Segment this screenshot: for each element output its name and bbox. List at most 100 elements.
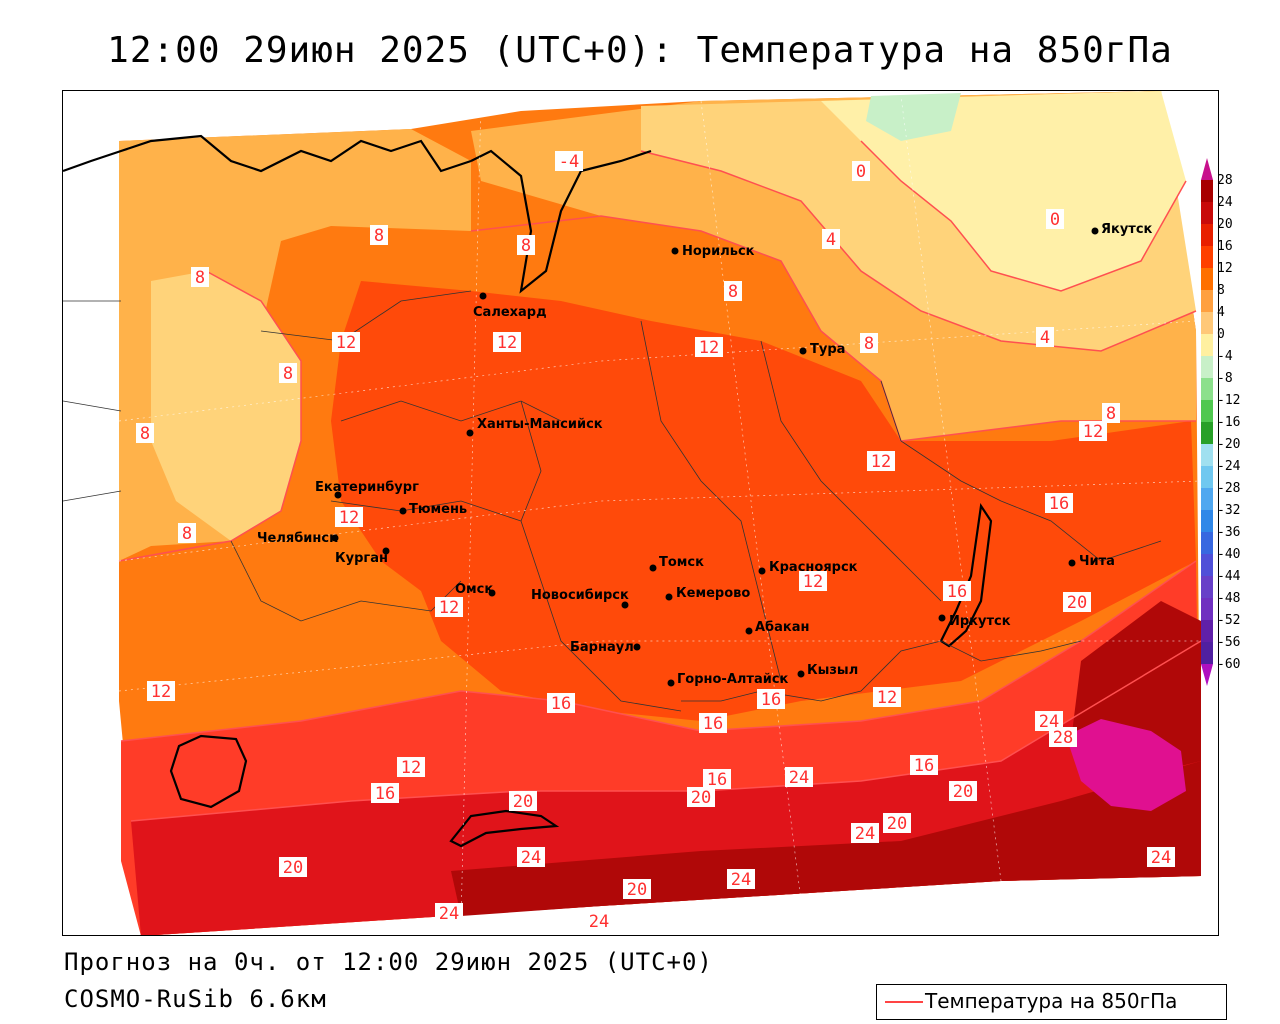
- scale-swatch: [1201, 598, 1213, 620]
- scale-swatch: [1201, 202, 1213, 224]
- city-tomsk: Томск: [649, 555, 704, 572]
- city-label: Ханты-Мансийск: [477, 417, 603, 432]
- contour-label: 20: [687, 787, 715, 808]
- zone-28-plus: [1066, 719, 1186, 811]
- city-label: Красноярск: [769, 560, 858, 575]
- contour-label: 24: [851, 823, 879, 844]
- city-label: Якутск: [1101, 222, 1153, 237]
- city-tura: Тура: [799, 342, 845, 357]
- model-name: COSMO-RuSib 6.6км: [64, 985, 327, 1013]
- scale-tick-label: -60: [1217, 657, 1240, 672]
- scale-tick-label: -36: [1217, 525, 1240, 540]
- scale-bottom-arrow: [1201, 664, 1213, 686]
- city-kurgan: Курган: [335, 547, 390, 566]
- contour-label: 12: [493, 332, 521, 353]
- coastlines: [63, 134, 993, 848]
- svg-text:8: 8: [521, 236, 531, 256]
- temperature-map: Норильск Салехард Тура Якутск Ханты-Манс…: [62, 90, 1219, 936]
- city-barnaul: Барнаул: [570, 640, 641, 655]
- scale-tick-label: 28: [1217, 173, 1233, 188]
- svg-text:4: 4: [1040, 328, 1050, 348]
- contour-label: 24: [517, 847, 545, 868]
- svg-text:16: 16: [1049, 494, 1069, 514]
- contour-label: 16: [703, 769, 731, 790]
- contour-label: 12: [695, 337, 723, 358]
- contour-label: 0: [1046, 209, 1064, 230]
- scale-tick-label: -52: [1217, 613, 1240, 628]
- city-label: Кемерово: [676, 586, 750, 601]
- contour-label: 12: [799, 571, 827, 592]
- scale-swatch: [1201, 532, 1213, 554]
- scale-swatch: [1201, 488, 1213, 510]
- svg-text:20: 20: [283, 858, 303, 878]
- zone-minus4-green: [866, 93, 961, 141]
- contour-label: -4: [555, 151, 583, 172]
- svg-text:24: 24: [439, 904, 459, 924]
- city-chelyabinsk: Челябинск: [257, 531, 339, 546]
- contour-label: 12: [867, 451, 895, 472]
- scale-swatch: [1201, 356, 1213, 378]
- svg-text:20: 20: [691, 788, 711, 808]
- svg-text:8: 8: [728, 282, 738, 302]
- city-norilsk: Норильск: [671, 244, 755, 259]
- svg-text:16: 16: [703, 714, 723, 734]
- contour-label: 8: [860, 333, 878, 354]
- scale-tick-label: 4: [1217, 305, 1225, 320]
- city-chita: Чита: [1068, 554, 1115, 569]
- contour-label: 12: [397, 757, 425, 778]
- scale-swatch: [1201, 312, 1213, 334]
- city-label: Тюмень: [409, 502, 467, 517]
- svg-text:20: 20: [887, 814, 907, 834]
- svg-text:12: 12: [339, 508, 359, 528]
- svg-text:12: 12: [699, 338, 719, 358]
- scale-swatch: [1201, 400, 1213, 422]
- scale-tick-label: 8: [1217, 283, 1225, 298]
- scale-tick-label: -44: [1217, 569, 1241, 584]
- svg-text:20: 20: [627, 880, 647, 900]
- svg-text:24: 24: [589, 912, 609, 932]
- contour-label: 16: [943, 581, 971, 602]
- contour-label: 20: [1063, 592, 1091, 613]
- svg-text:12: 12: [871, 452, 891, 472]
- forecast-info: Прогноз на 0ч. от 12:00 29июн 2025 (UTC+…: [64, 948, 713, 976]
- city-kyzyl: Кызыл: [797, 663, 858, 678]
- svg-text:16: 16: [914, 756, 934, 776]
- scale-tick-label: -12: [1217, 393, 1240, 408]
- svg-text:8: 8: [182, 524, 192, 544]
- map-title: 12:00 29июн 2025 (UTC+0): Температура на…: [107, 30, 1173, 71]
- svg-text:8: 8: [283, 364, 293, 384]
- svg-text:0: 0: [1050, 210, 1060, 230]
- city-novosibirsk: Новосибирск: [531, 588, 629, 609]
- color-scale: 28 24 20 16 12 8 4 0 -4 -8 -12 -16 -20 -24 -28 -32 -36 -4…: [1201, 158, 1241, 686]
- svg-text:24: 24: [1151, 848, 1171, 868]
- scale-swatch: [1201, 444, 1213, 466]
- scale-tick-label: -32: [1217, 503, 1240, 518]
- scale-tick-label: 12: [1217, 261, 1233, 276]
- scale-tick-label: 20: [1217, 217, 1233, 232]
- contour-label: 20: [949, 781, 977, 802]
- contour-label: 24: [585, 911, 613, 932]
- scale-tick-label: -48: [1217, 591, 1240, 606]
- contour-label: 16: [371, 783, 399, 804]
- contour-label: 16: [699, 713, 727, 734]
- scale-tick-label: 24: [1217, 195, 1233, 210]
- city-label: Екатеринбург: [315, 480, 419, 495]
- city-tyumen: Тюмень: [399, 502, 467, 517]
- scale-swatch: [1201, 554, 1213, 576]
- svg-text:12: 12: [1083, 422, 1103, 442]
- scale-top-arrow: [1201, 158, 1213, 180]
- contour-label: 12: [147, 681, 175, 702]
- svg-text:24: 24: [731, 870, 751, 890]
- city-label: Курган: [335, 551, 388, 566]
- city-krasnoyarsk: Красноярск: [758, 560, 858, 575]
- svg-text:12: 12: [439, 598, 459, 618]
- svg-text:12: 12: [877, 688, 897, 708]
- contour-label: 8: [136, 423, 154, 444]
- city-label: Абакан: [755, 620, 810, 635]
- scale-swatch: [1201, 180, 1213, 202]
- scale-swatch: [1201, 378, 1213, 400]
- city-yakutsk: Якутск: [1091, 222, 1153, 237]
- contour-label: 24: [435, 903, 463, 924]
- svg-text:0: 0: [856, 162, 866, 182]
- contour-label: 16: [910, 755, 938, 776]
